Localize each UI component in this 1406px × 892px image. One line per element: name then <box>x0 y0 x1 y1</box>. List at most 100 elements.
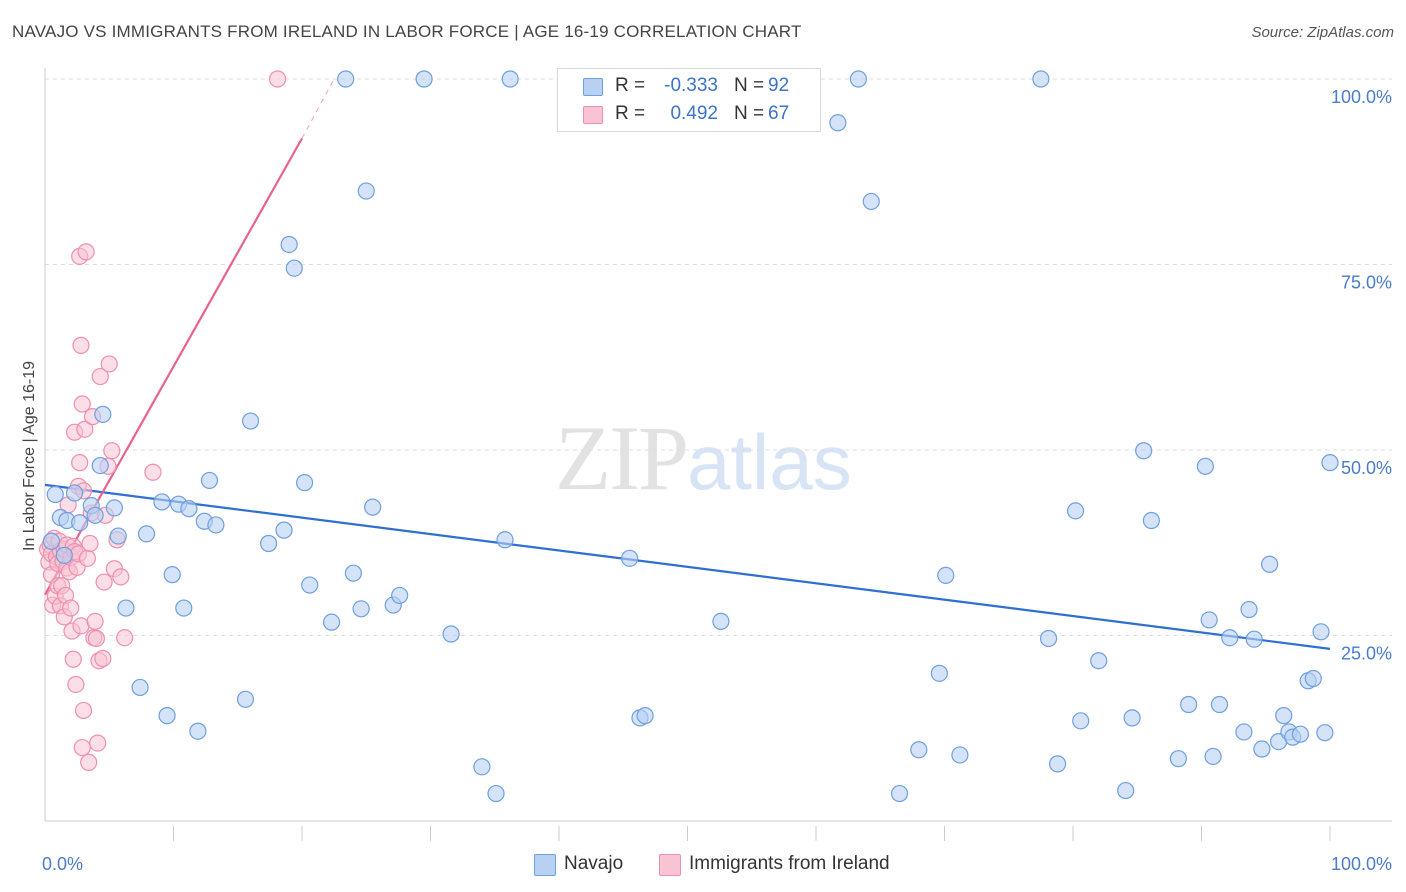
navajo-point <box>951 746 969 764</box>
navajo-point <box>1245 630 1263 648</box>
navajo-point <box>1048 755 1067 773</box>
navajo-point <box>496 531 514 549</box>
navajo-point <box>1235 723 1253 741</box>
navajo-point <box>1135 442 1153 460</box>
navajo-point <box>322 613 341 631</box>
navajo-point <box>621 549 639 567</box>
navajo-legend-swatch <box>534 854 556 876</box>
navajo-point <box>415 70 433 88</box>
series-legend: Navajo Immigrants from Ireland <box>0 852 1406 878</box>
navajo-point <box>200 471 219 490</box>
axes <box>44 68 1392 841</box>
chart-title: NAVAJO VS IMMIGRANTS FROM IRELAND IN LAB… <box>12 22 802 41</box>
ireland-point <box>94 649 112 668</box>
navajo-point <box>1312 623 1330 641</box>
navajo-point <box>1032 70 1050 88</box>
navajo-point <box>364 498 382 516</box>
ireland-point <box>81 534 99 553</box>
ireland-point <box>74 701 93 720</box>
navajo-point <box>65 484 84 502</box>
ireland-point <box>77 243 95 261</box>
navajo-point <box>86 506 104 524</box>
watermark-zip: ZIP <box>555 407 689 509</box>
navajo-trend-line <box>44 483 1331 650</box>
navajo-n-label: N = <box>734 75 765 96</box>
navajo-point <box>1253 740 1271 758</box>
watermark-atlas: atlas <box>687 418 852 506</box>
navajo-point <box>55 546 73 564</box>
y-tick-label-0: 25.0% <box>1341 644 1392 664</box>
navajo-point <box>391 586 409 605</box>
ireland-n-value: 67 <box>768 103 790 124</box>
ireland-point <box>112 568 130 586</box>
legend-row-navajo: R = -0.333 N = 92 <box>558 73 820 99</box>
navajo-point <box>636 707 654 725</box>
tick-labels: 25.0% 50.0% 75.0% 100.0% 0.0% 100.0% <box>42 87 1392 874</box>
navajo-point <box>285 259 303 277</box>
navajo-point <box>1180 695 1198 714</box>
navajo-point <box>1321 454 1339 472</box>
navajo-point <box>1316 724 1334 742</box>
navajo-point <box>501 70 519 88</box>
trend-lines <box>44 78 1331 650</box>
navajo-point <box>1204 747 1222 766</box>
navajo-point <box>1291 725 1310 743</box>
ireland-point <box>86 612 104 631</box>
ireland-point <box>91 367 109 386</box>
navajo-n-value: 92 <box>768 75 790 96</box>
source-label: Source: ZipAtlas.com <box>1251 24 1394 41</box>
navajo-point <box>1210 695 1229 714</box>
y-axis-label: In Labor Force | Age 16-19 <box>21 361 38 551</box>
ireland-point <box>62 599 80 617</box>
x-tick-label-0: 0.0% <box>42 854 83 874</box>
correlation-legend: R = -0.333 N = 92 R = 0.492 N = 67 <box>557 68 821 132</box>
navajo-point <box>46 485 64 504</box>
navajo-point <box>910 741 928 759</box>
navajo-point <box>153 493 171 511</box>
navajo-point <box>712 612 730 631</box>
navajo-legend-label: Navajo <box>564 853 624 874</box>
navajo-point <box>117 599 135 617</box>
navajo-point <box>236 690 255 708</box>
navajo-point <box>890 784 909 803</box>
navajo-point <box>1304 669 1322 688</box>
navajo-point <box>1123 709 1141 727</box>
ireland-swatch <box>583 106 603 124</box>
x-tick-label-1: 100.0% <box>1331 854 1392 874</box>
navajo-point <box>487 784 505 803</box>
navajo-point <box>175 599 193 617</box>
navajo-point <box>295 474 314 492</box>
ireland-n-label: N = <box>734 103 765 124</box>
navajo-point <box>337 70 355 88</box>
y-tick-label-2: 75.0% <box>1341 273 1392 293</box>
navajo-point <box>275 521 293 539</box>
ireland-r-label: R = <box>615 103 646 124</box>
ireland-point <box>268 70 287 88</box>
ireland-point <box>78 549 97 567</box>
ireland-point <box>80 753 98 771</box>
navajo-point <box>163 566 181 584</box>
navajo-point <box>131 678 149 697</box>
navajo-point <box>71 514 89 532</box>
ireland-point <box>76 420 94 438</box>
navajo-point <box>1090 652 1108 670</box>
watermark: ZIPatlas <box>555 405 852 511</box>
navajo-point <box>1275 707 1293 725</box>
ireland-point <box>72 336 90 354</box>
navajo-r-label: R = <box>615 75 646 96</box>
navajo-point <box>189 722 207 740</box>
navajo-point <box>42 532 61 550</box>
navajo-point <box>109 527 127 545</box>
navajo-point <box>1221 629 1239 647</box>
ireland-point <box>73 738 91 757</box>
navajo-point <box>259 534 278 553</box>
ireland-point <box>67 675 85 694</box>
navajo-point <box>1196 457 1214 475</box>
navajo-swatch <box>583 78 603 96</box>
ireland-point <box>103 442 121 460</box>
navajo-point <box>105 499 123 517</box>
ireland-point <box>73 395 91 413</box>
navajo-point <box>473 758 491 776</box>
ireland-point <box>95 573 113 591</box>
navajo-point <box>344 564 362 582</box>
